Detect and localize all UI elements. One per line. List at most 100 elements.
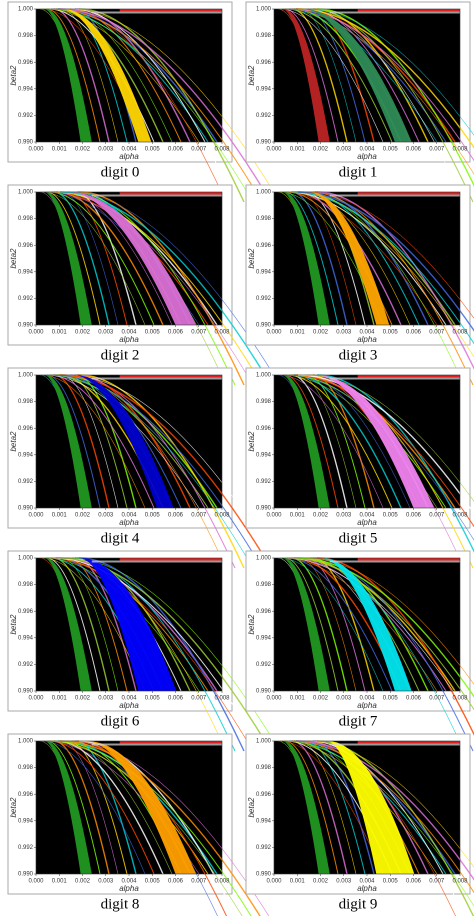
panel-caption: digit 3	[339, 347, 378, 363]
x-tick-label: 0.007	[429, 513, 445, 519]
region-curve	[59, 557, 272, 752]
top-white-region	[91, 11, 222, 14]
panel: 0.000 0.001 0.002 0.003 0.004 0.005 0.006 0.007…	[245, 550, 474, 752]
top-white-region	[329, 11, 460, 14]
y-tick-label: 0.994	[18, 635, 34, 641]
y-tick-label: 0.994	[256, 86, 272, 92]
y-tick-label: 0.996	[18, 609, 34, 615]
region-curve	[279, 557, 384, 692]
y-tick-label: 0.998	[256, 399, 272, 405]
y-tick-label: 0.994	[18, 269, 34, 275]
x-tick-label: 0.001	[290, 513, 306, 519]
x-tick-label: 0.006	[168, 330, 184, 336]
y-tick-label: 0.990	[256, 140, 272, 146]
y-tick-label: 1.000	[256, 7, 272, 13]
y-tick-label: 0.994	[18, 86, 34, 92]
highlight-region	[302, 9, 412, 142]
y-tick-label: 0.998	[18, 216, 34, 222]
panel: 0.000 0.001 0.002 0.003 0.004 0.005 0.006 0.007…	[7, 550, 281, 752]
x-tick-label: 0.006	[168, 879, 184, 885]
plot-area	[274, 557, 474, 752]
y-tick-label: 0.990	[256, 323, 272, 329]
y-tick-label: 0.998	[256, 33, 272, 39]
region-curve	[314, 191, 429, 326]
y-tick-label: 0.992	[256, 113, 272, 119]
x-tick-label: 0.005	[383, 147, 399, 153]
highlight-region	[308, 192, 390, 325]
x-axis-label: alpha	[119, 518, 139, 527]
x-tick-label: 0.002	[313, 147, 329, 153]
green-region	[282, 741, 330, 874]
x-tick-label: 0.008	[214, 696, 230, 702]
x-tick-label: 0.004	[121, 879, 137, 885]
y-tick-label: 1.000	[18, 556, 34, 562]
highlight-region	[326, 741, 415, 874]
x-axis-label: alpha	[119, 701, 139, 710]
x-tick-label: 0.002	[75, 147, 91, 153]
region-curve	[52, 191, 263, 386]
top-white-region	[329, 377, 460, 380]
top-red-region	[357, 192, 460, 195]
y-tick-label: 0.994	[256, 818, 272, 824]
region-curve	[297, 557, 474, 698]
x-axis-label: alpha	[357, 884, 377, 893]
region-curve	[52, 374, 263, 569]
panel: 0.000 0.001 0.002 0.003 0.004 0.005 0.006 0.007…	[7, 1, 281, 203]
region-curve	[76, 8, 191, 143]
y-tick-label: 0.992	[18, 479, 34, 485]
y-tick-label: 0.992	[256, 479, 272, 485]
y-axis-label: beta2	[247, 65, 256, 86]
top-white-region	[91, 743, 222, 746]
panel: 0.000 0.001 0.002 0.003 0.004 0.005 0.006 0.007…	[245, 1, 474, 203]
y-tick-label: 0.998	[256, 216, 272, 222]
top-red-region	[357, 741, 460, 744]
y-tick-label: 0.994	[18, 818, 34, 824]
y-tick-label: 0.994	[18, 452, 34, 458]
region-curve	[314, 8, 429, 143]
top-red-region	[119, 375, 222, 378]
y-tick-label: 1.000	[18, 739, 34, 745]
x-tick-label: 0.004	[359, 147, 375, 153]
x-tick-label: 0.008	[452, 513, 468, 519]
x-tick-label: 0.007	[191, 696, 207, 702]
x-tick-label: 0.004	[121, 330, 137, 336]
x-tick-label: 0.004	[121, 147, 137, 153]
green-region	[282, 9, 330, 142]
top-white-region	[329, 743, 460, 746]
y-tick-label: 0.994	[256, 269, 272, 275]
region-curve	[41, 374, 146, 509]
x-axis-label: alpha	[119, 884, 139, 893]
region-curve	[59, 374, 272, 569]
region-curve	[76, 374, 191, 509]
x-tick-label: 0.003	[336, 513, 352, 519]
x-tick-label: 0.006	[406, 330, 422, 336]
x-tick-label: 0.008	[452, 696, 468, 702]
green-region	[44, 375, 92, 508]
x-tick-label: 0.003	[336, 696, 352, 702]
region-curve	[279, 740, 384, 875]
x-tick-label: 0.000	[28, 147, 44, 153]
x-tick-label: 0.002	[75, 330, 91, 336]
x-tick-label: 0.007	[191, 330, 207, 336]
x-tick-label: 0.000	[266, 696, 282, 702]
panel: 0.000 0.001 0.002 0.003 0.004 0.005 0.006 0.007…	[245, 367, 474, 569]
panel-caption: digit 2	[101, 347, 140, 363]
x-tick-label: 0.008	[214, 330, 230, 336]
plot-area	[36, 8, 281, 203]
y-tick-label: 0.996	[256, 609, 272, 615]
region-curve	[290, 740, 474, 894]
x-tick-label: 0.007	[191, 513, 207, 519]
x-tick-label: 0.003	[98, 513, 114, 519]
y-tick-label: 0.994	[256, 452, 272, 458]
x-tick-label: 0.000	[28, 879, 44, 885]
x-tick-label: 0.002	[75, 879, 91, 885]
y-tick-label: 0.990	[18, 506, 34, 512]
x-tick-label: 0.005	[145, 696, 161, 702]
x-tick-label: 0.001	[52, 147, 68, 153]
x-tick-label: 0.004	[359, 513, 375, 519]
x-tick-label: 0.003	[336, 879, 352, 885]
y-tick-label: 0.998	[18, 33, 34, 39]
y-axis-label: beta2	[247, 797, 256, 818]
y-axis-label: beta2	[247, 614, 256, 635]
